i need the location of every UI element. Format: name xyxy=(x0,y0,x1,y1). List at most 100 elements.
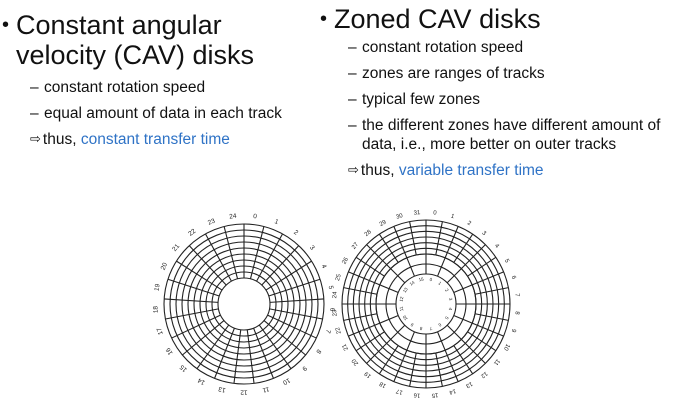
sector-line xyxy=(164,298,219,303)
outer-sector-label: 31 xyxy=(413,210,421,217)
bullet-icon: • xyxy=(2,14,10,36)
sector-label: 16 xyxy=(165,346,175,356)
sector-line xyxy=(165,308,219,320)
zoned-item-text: the different zones have different amoun… xyxy=(362,117,661,153)
outer-sector-label: 8 xyxy=(513,311,519,316)
outer-sector-line xyxy=(343,287,378,295)
inner-sector-line xyxy=(453,314,473,324)
outer-sector-line xyxy=(435,221,443,256)
sector-label: 21 xyxy=(171,243,181,253)
outer-sector-line xyxy=(453,233,474,263)
sector-line xyxy=(269,308,323,320)
sector-label: 13 xyxy=(217,385,226,394)
sector-label: 9 xyxy=(300,364,308,372)
inner-sector-label: 12 xyxy=(399,296,405,302)
inner-sector-line xyxy=(406,331,416,351)
cav-conclusion: ⇨ thus, constant transfer time xyxy=(30,130,330,149)
outer-sector-label: 21 xyxy=(341,342,350,351)
outer-sector-label: 16 xyxy=(413,391,421,398)
cav-item-text: constant rotation speed xyxy=(44,79,206,96)
sector-label: 22 xyxy=(187,228,197,238)
dash-icon: – xyxy=(30,105,39,122)
left-column: • Constant angular velocity (CAV) disks … xyxy=(0,0,330,149)
outer-sector-line xyxy=(471,271,504,286)
sector-label: 0 xyxy=(253,213,258,220)
sector-label: 15 xyxy=(178,363,188,373)
sector-line xyxy=(171,314,221,339)
inner-sector-line xyxy=(390,268,406,284)
outer-sector-label: 30 xyxy=(396,213,405,221)
sector-label: 12 xyxy=(240,389,248,396)
outer-sector-label: 18 xyxy=(378,380,387,389)
inner-sector-line xyxy=(406,257,416,277)
zoned-conclusion: ⇨ thus, variable transfer time xyxy=(348,161,696,180)
cav-item-text: equal amount of data in each track xyxy=(44,105,282,122)
inner-sector-label: 9 xyxy=(409,322,414,328)
outer-sector-label: 27 xyxy=(351,241,360,250)
outer-sector-line xyxy=(444,349,459,382)
inner-sector-line xyxy=(436,257,446,277)
inner-sector-line xyxy=(453,284,473,294)
zoned-thus-prefix: thus, xyxy=(360,162,395,179)
inner-sector-label: 8 xyxy=(419,326,423,331)
sector-line xyxy=(269,298,324,303)
arrow-icon: ⇨ xyxy=(348,163,359,178)
sector-label: 8 xyxy=(314,348,322,355)
outer-sector-line xyxy=(460,338,486,364)
inner-sector-label: 7 xyxy=(429,326,433,331)
zoned-thus-highlight: variable transfer time xyxy=(398,162,544,179)
sector-label: 17 xyxy=(156,326,165,335)
outer-sector-label: 29 xyxy=(379,219,388,228)
zoned-disk-diagram: 0123456789101112131415161718192021222324… xyxy=(332,210,520,398)
inner-sector-label: 5 xyxy=(444,315,450,320)
zoned-item: – the different zones have different amou… xyxy=(348,116,696,154)
inner-sector-label: 11 xyxy=(398,306,404,312)
outer-sector-label: 7 xyxy=(513,293,519,298)
outer-sector-label: 11 xyxy=(492,357,501,366)
sector-label: 23 xyxy=(207,217,217,226)
dash-icon: – xyxy=(348,117,357,134)
outer-sector-line xyxy=(355,331,385,352)
outer-sector-label: 25 xyxy=(335,273,343,282)
sector-line xyxy=(176,260,223,291)
outer-sector-line xyxy=(366,338,392,364)
sector-label: 20 xyxy=(160,261,170,271)
outer-sector-label: 26 xyxy=(342,256,351,265)
outer-sector-label: 0 xyxy=(433,210,438,216)
inner-sector-line xyxy=(390,324,406,340)
zoned-item-text: zones are ranges of tracks xyxy=(362,65,545,82)
sector-line xyxy=(268,278,321,297)
outer-sector-line xyxy=(460,244,486,270)
inner-sector-line xyxy=(379,314,399,324)
zoned-item-text: typical few zones xyxy=(362,91,481,108)
dash-icon: – xyxy=(348,91,357,108)
inner-sector-label: 0 xyxy=(429,277,433,282)
outer-sector-line xyxy=(378,345,399,375)
sector-line xyxy=(223,226,239,279)
cav-item: – constant rotation speed xyxy=(30,78,330,97)
outer-sector-line xyxy=(348,271,381,286)
outer-sector-label: 2 xyxy=(466,220,472,227)
outer-sector-line xyxy=(435,352,443,387)
cav-sub-list: – constant rotation speed – equal amount o… xyxy=(30,78,330,123)
outer-sector-line xyxy=(348,322,381,337)
inner-sector-label: 4 xyxy=(448,307,453,311)
outer-sector-line xyxy=(474,313,509,321)
cav-heading-line2: velocity (CAV) disks xyxy=(16,40,255,70)
inner-sector-label: 13 xyxy=(402,286,409,293)
outer-sector-line xyxy=(409,352,417,387)
sector-line xyxy=(214,327,235,379)
outer-sector-label: 4 xyxy=(493,243,500,250)
sector-label: 4 xyxy=(320,263,328,270)
sector-label: 3 xyxy=(308,244,316,252)
zoned-item: – constant rotation speed xyxy=(348,38,696,57)
inner-zone-ring xyxy=(395,273,457,335)
inner-sector-label: 15 xyxy=(418,276,424,282)
outer-sector-label: 19 xyxy=(363,369,372,378)
inner-sector-label: 10 xyxy=(401,314,408,321)
outer-sector-line xyxy=(343,313,378,321)
outer-sector-line xyxy=(474,287,509,295)
sector-label: 6 xyxy=(328,307,335,311)
zoned-heading: Zoned CAV disks xyxy=(334,4,541,34)
